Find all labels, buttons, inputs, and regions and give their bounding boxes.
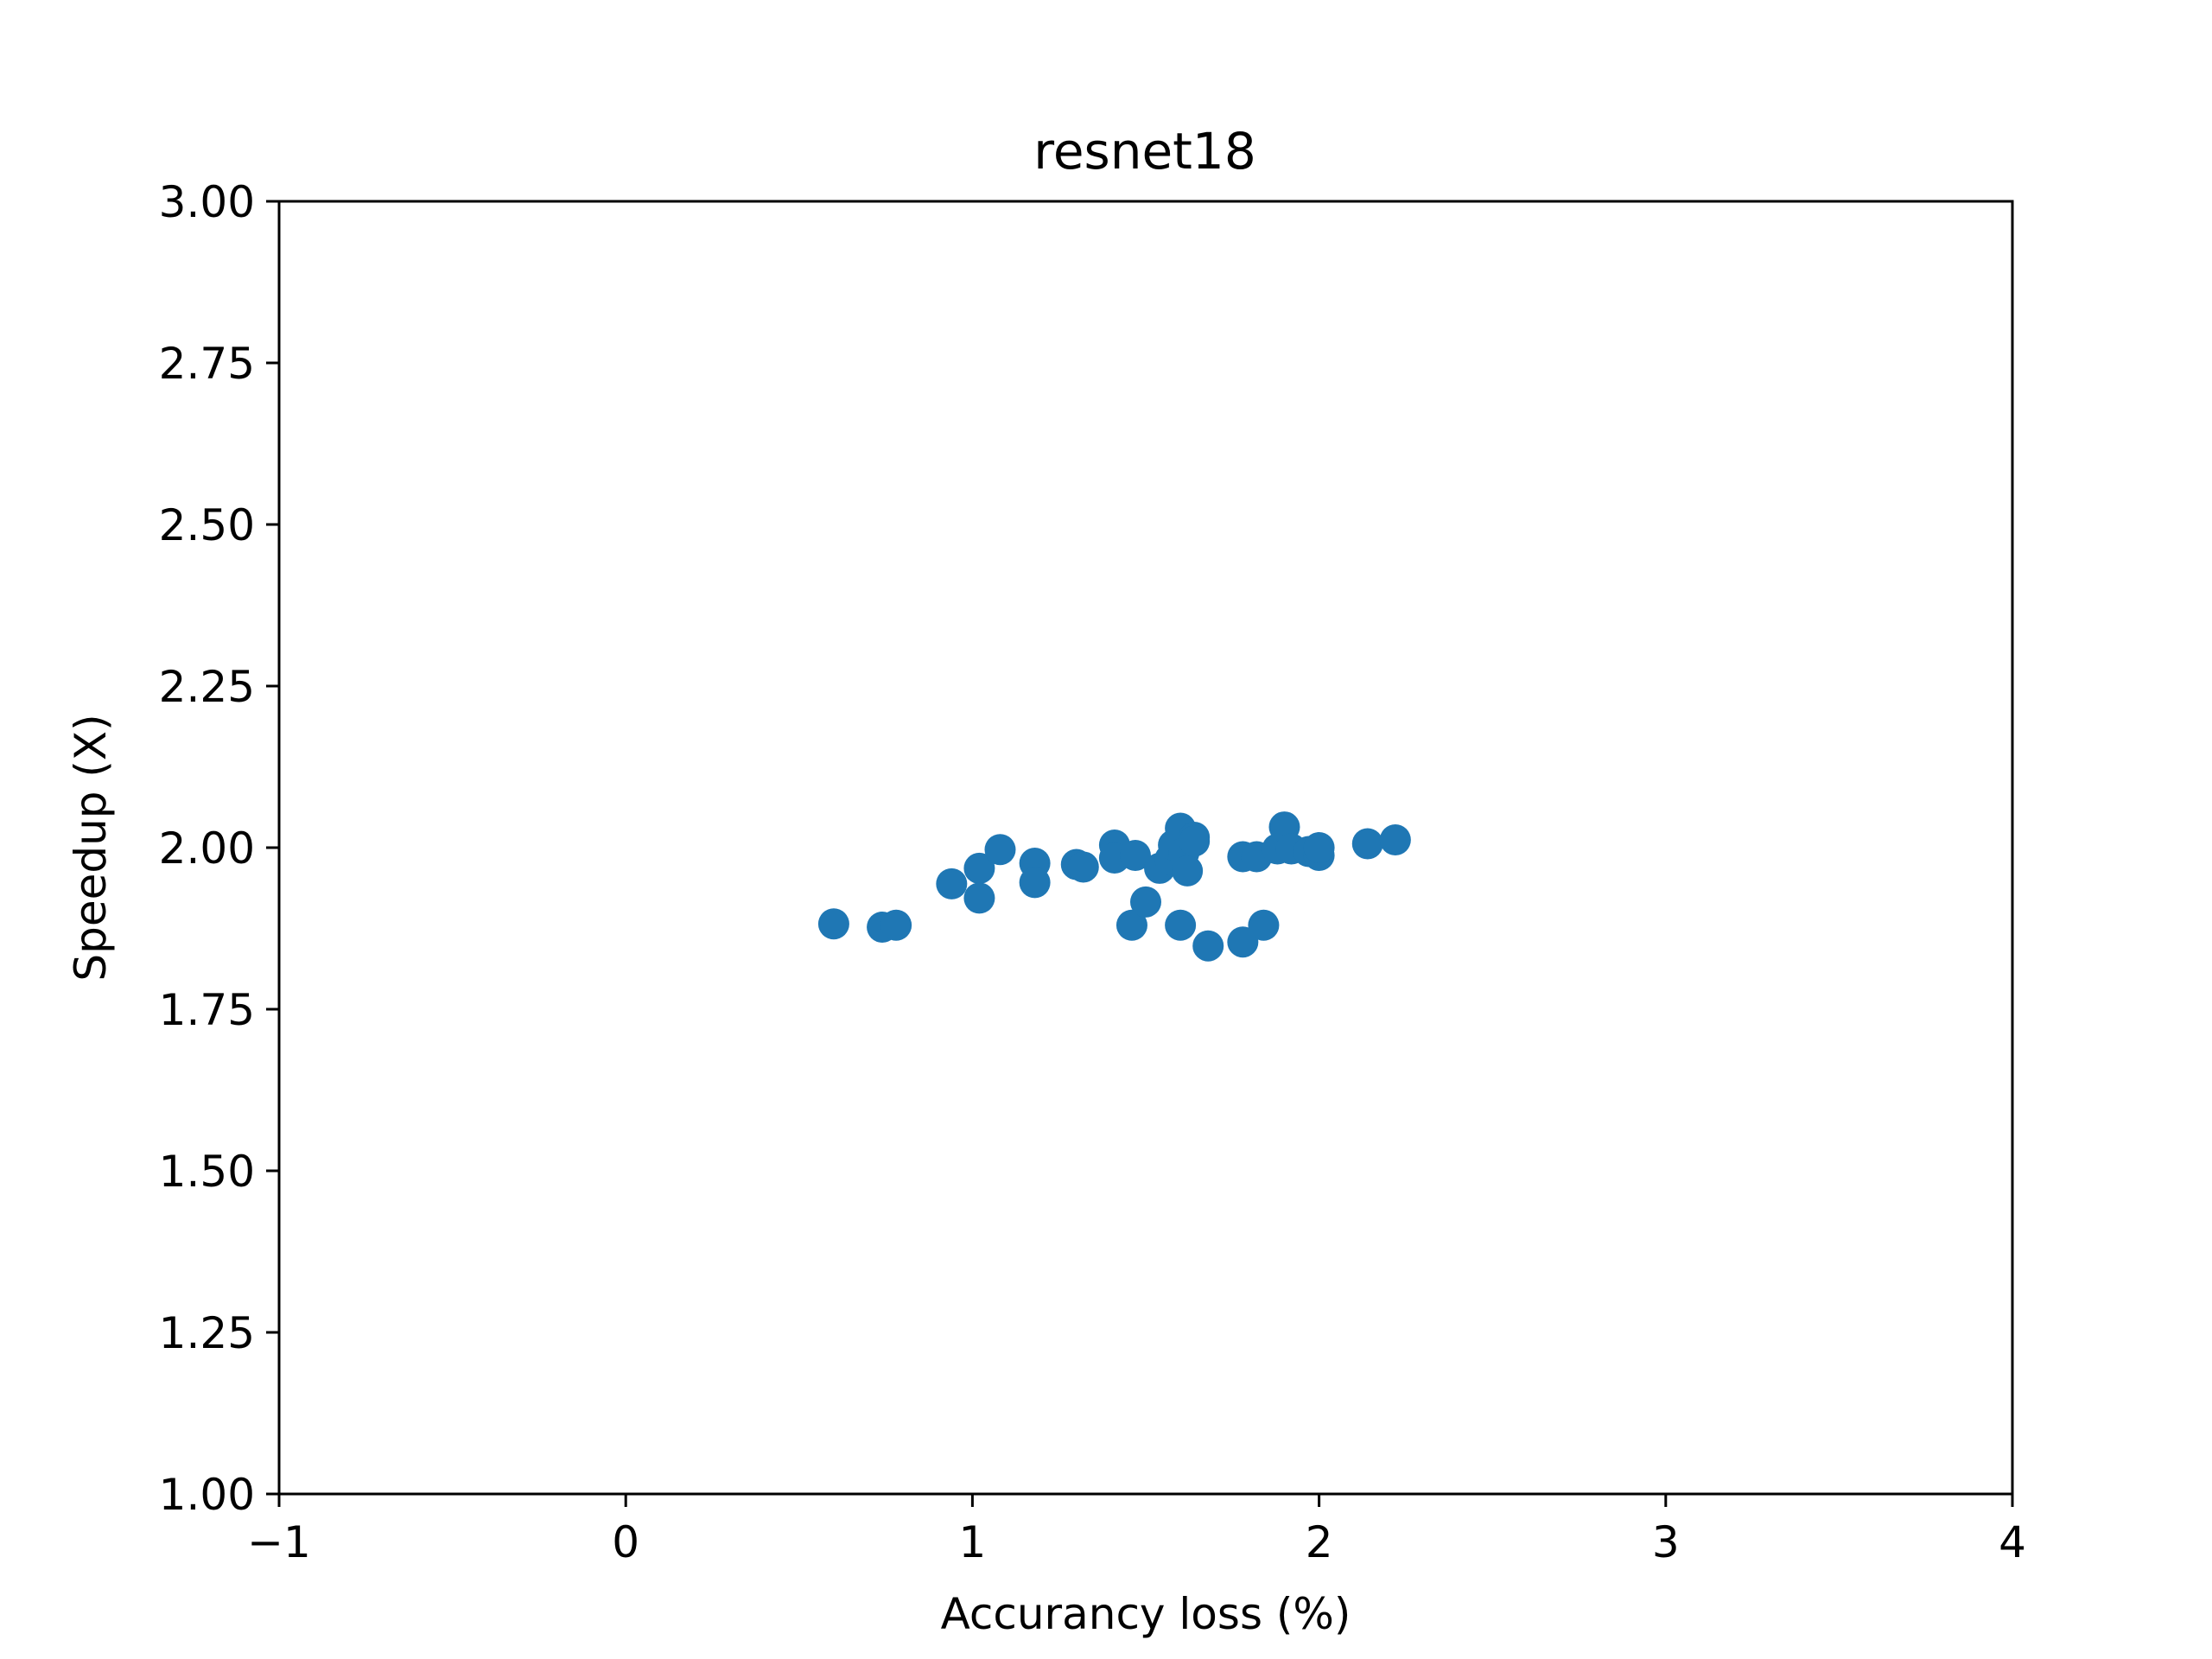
data-point: [1130, 886, 1161, 918]
y-tick-label: 1.00: [159, 1470, 255, 1520]
y-tick-label: 2.00: [159, 823, 255, 874]
y-tick-label: 1.25: [159, 1308, 255, 1358]
data-point: [1303, 832, 1335, 863]
data-point: [1379, 824, 1411, 856]
x-tick-label: 3: [1652, 1517, 1680, 1567]
data-point: [1179, 825, 1211, 857]
tick-layer: −1 0 1 2 3 4 1.00 1.25 1.50 1.75 2.00 2.25 2.50 2.75 3…: [159, 177, 2026, 1567]
x-tick-label: 4: [1999, 1517, 2026, 1567]
data-point: [880, 909, 912, 941]
x-tick-label: 1: [958, 1517, 986, 1567]
data-point: [817, 908, 849, 940]
y-tick-label: 2.50: [159, 500, 255, 550]
data-point: [936, 868, 968, 899]
data-point: [963, 852, 995, 884]
x-tick-label: 0: [612, 1517, 639, 1567]
y-tick-label: 3.00: [159, 177, 255, 227]
x-tick-label: −1: [247, 1517, 311, 1567]
data-point: [1165, 909, 1197, 941]
data-point: [1172, 855, 1204, 887]
x-tick-label: 2: [1306, 1517, 1333, 1567]
data-point: [1119, 839, 1151, 871]
data-point: [963, 882, 995, 914]
chart-title: resnet18: [1033, 122, 1255, 181]
x-axis-label: Accurancy loss (%): [941, 1589, 1351, 1639]
data-point: [1116, 909, 1147, 941]
y-tick-label: 1.50: [159, 1147, 255, 1197]
data-point: [1227, 926, 1259, 958]
data-point: [984, 834, 1016, 866]
y-tick-label: 2.75: [159, 339, 255, 389]
y-tick-label: 1.75: [159, 985, 255, 1035]
y-tick-label: 2.25: [159, 662, 255, 712]
data-point: [1067, 851, 1099, 883]
data-point: [1192, 930, 1224, 962]
data-point: [1248, 909, 1280, 941]
data-point: [1019, 867, 1051, 899]
point-layer: [817, 811, 1411, 962]
y-axis-label: Speedup (X): [66, 714, 116, 981]
data-point: [1351, 828, 1383, 860]
plot-frame: [277, 200, 2014, 1496]
